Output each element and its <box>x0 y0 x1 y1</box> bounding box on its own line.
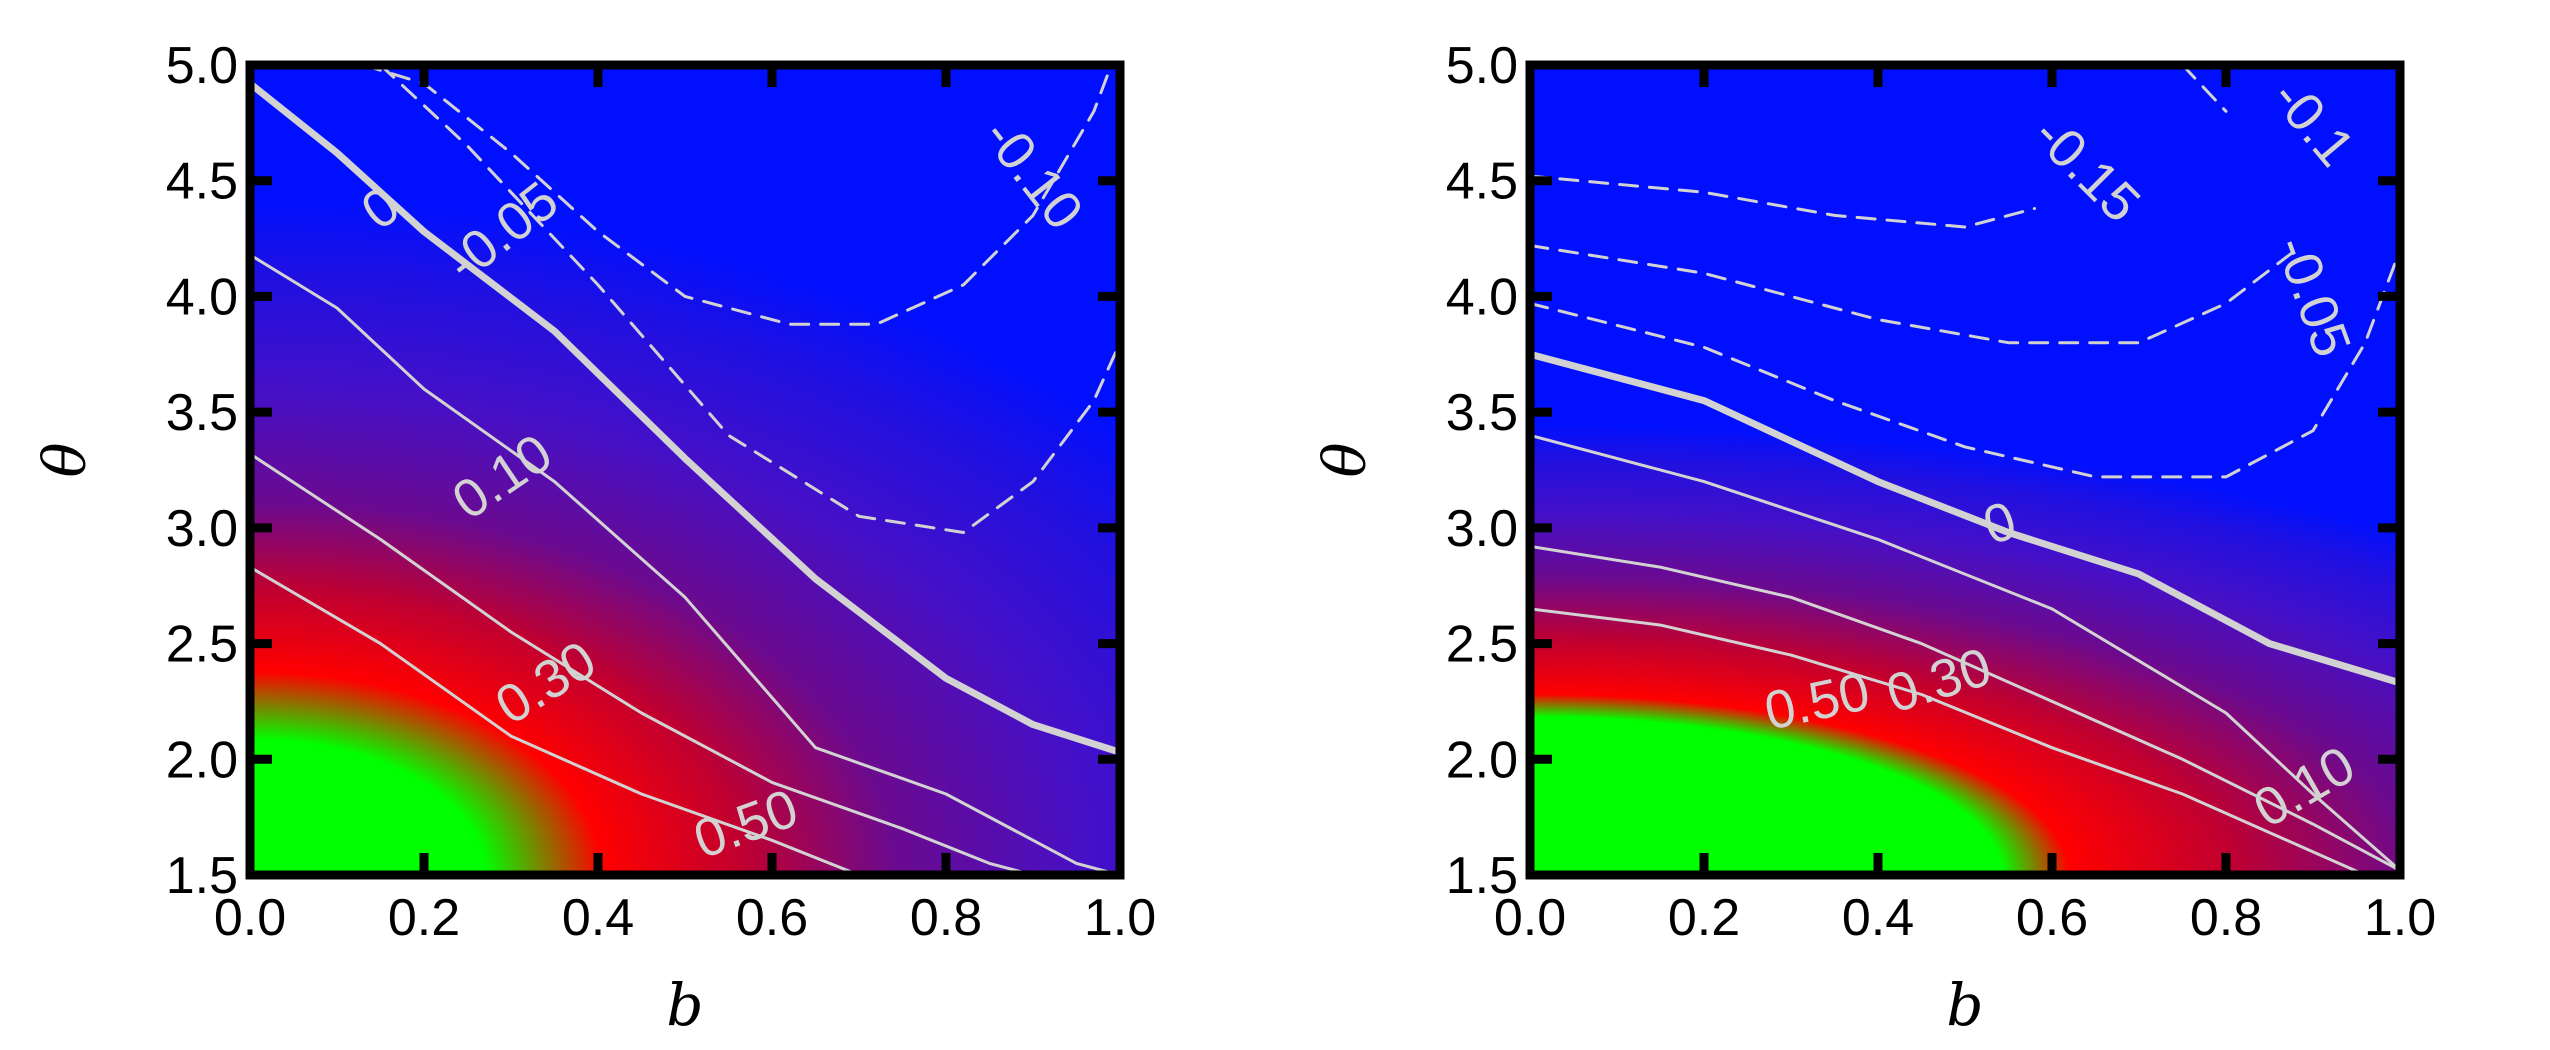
y-tick-label: 2.5 <box>1446 616 1518 674</box>
contour-line-0 <box>250 80 1120 756</box>
heatmap-field <box>250 65 1120 875</box>
y-tick-label: 4.0 <box>166 268 238 326</box>
contour-line-0.30 <box>250 452 1035 875</box>
x-tick-label: 0.2 <box>388 889 460 947</box>
contour-line--0.05 <box>379 65 1120 534</box>
x-tick-label: 0.0 <box>214 889 286 947</box>
contour-line--0.10 <box>361 65 1113 326</box>
plot-frame <box>245 60 1125 880</box>
contour-lines <box>250 65 1120 875</box>
contour-line--0.05 <box>1530 244 2298 345</box>
y-tick-label: 2.5 <box>166 616 238 674</box>
y-tick-label: 3.5 <box>166 384 238 442</box>
x-axis-label: b <box>666 971 703 1039</box>
x-axis-label: b <box>1946 971 1983 1039</box>
y-tick-label: 1.5 <box>166 847 238 905</box>
y-tick-label: 5.0 <box>166 37 238 95</box>
x-tick-label: 1.0 <box>2364 889 2436 947</box>
contour-line-0.30 <box>1530 544 2400 872</box>
y-axis-label: θ <box>31 443 99 478</box>
contour-line--0.15 <box>1530 174 2037 229</box>
x-tick-label: 0.4 <box>562 889 634 947</box>
contour-line-0.50 <box>1530 607 2367 875</box>
contour-lines <box>1530 65 2400 875</box>
y-tick-label: 5.0 <box>1446 37 1518 95</box>
x-tick-label: 0.0 <box>1494 889 1566 947</box>
x-tick-label: 0.2 <box>1668 889 1740 947</box>
x-tick-label: 0.4 <box>1842 889 1914 947</box>
y-tick-label: 3.0 <box>166 500 238 558</box>
y-tick-label: 1.5 <box>1446 847 1518 905</box>
contour-line-0 <box>1530 350 2400 687</box>
y-tick-label: 4.0 <box>1446 268 1518 326</box>
plot-frame <box>1525 60 2405 880</box>
contour-line--0.05 <box>1530 248 2400 479</box>
y-tick-label: 3.0 <box>1446 500 1518 558</box>
x-tick-label: 0.6 <box>736 889 808 947</box>
contour-line-0.10 <box>250 253 1120 875</box>
x-tick-label: 0.6 <box>2016 889 2088 947</box>
y-axis-label: θ <box>1311 443 1379 478</box>
x-tick-label: 0.8 <box>910 889 982 947</box>
contour-line--0.1 <box>2181 65 2228 113</box>
x-tick-label: 1.0 <box>1084 889 1156 947</box>
x-tick-label: 0.8 <box>2190 889 2262 947</box>
y-tick-label: 4.5 <box>1446 153 1518 211</box>
y-tick-label: 2.0 <box>1446 731 1518 789</box>
contour-plot-right: 0.50 0.300.100-0.05-0.15 -0.10.0 0.2 0.4 0.6 0… <box>1311 37 2436 1039</box>
contour-line-0.50 <box>250 565 861 875</box>
contour-line-0.10 <box>1530 433 2400 872</box>
y-tick-label: 2.0 <box>166 731 238 789</box>
y-tick-label: 3.5 <box>1446 384 1518 442</box>
y-tick-label: 4.5 <box>166 153 238 211</box>
contour-plot-left: 0.500.300.100 -0.05 -0.100.0 0.2 0.4 0.6 0.8 1.… <box>31 37 1156 1039</box>
